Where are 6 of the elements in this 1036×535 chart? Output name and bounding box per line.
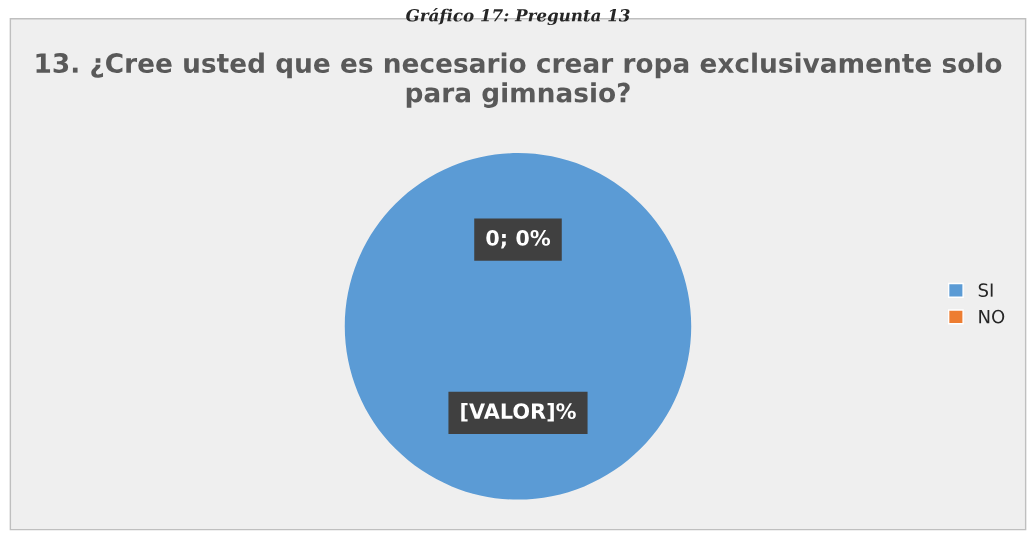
- legend-label: SI: [978, 283, 993, 297]
- chart-title: 13. ¿Cree usted que es necesario crear ropa exclusivamente solo para gimnasio?: [36, 52, 1002, 108]
- legend-label: NO: [979, 309, 1005, 324]
- text: Gráfico 17: Pregunta 13: [406, 8, 630, 26]
- text: 0; 0%: [486, 230, 551, 249]
- data-label: [VALOR]%: [461, 402, 576, 422]
